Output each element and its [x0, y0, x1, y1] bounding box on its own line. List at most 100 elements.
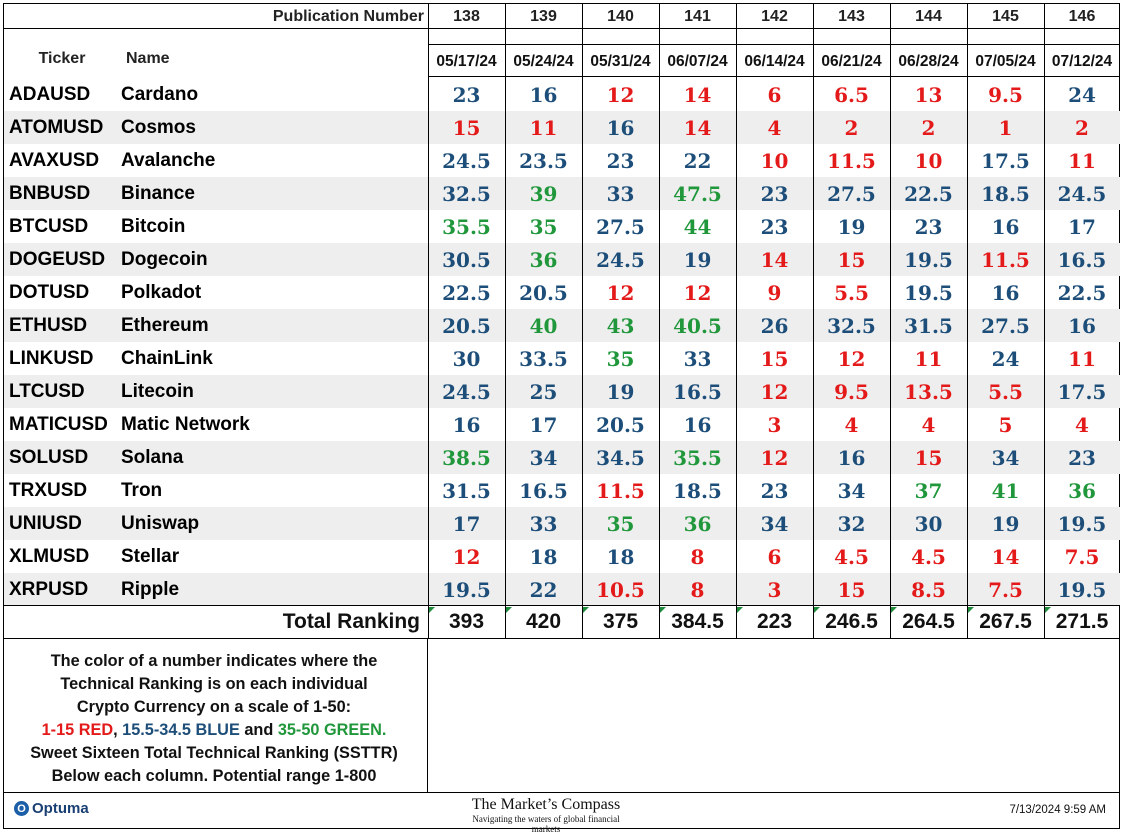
- row-stripe: [4, 375, 1120, 408]
- ranking-value: 37: [914, 478, 943, 503]
- ranking-value: 17.5: [1057, 379, 1107, 404]
- ranking-value: 12: [606, 280, 635, 305]
- ranking-value: 18.5: [673, 478, 722, 503]
- ranking-value: 16: [991, 280, 1020, 305]
- ranking-value: 17.5: [981, 148, 1030, 173]
- total-ranking-label: Total Ranking: [282, 610, 420, 633]
- ranking-value: 12: [606, 82, 635, 107]
- ranking-value: 15: [837, 247, 866, 272]
- column-divider: [428, 4, 429, 638]
- publication-number: 138: [453, 8, 480, 25]
- ranking-value: 5.5: [834, 280, 869, 305]
- ranking-value: 6.5: [834, 82, 869, 107]
- ranking-value: 40: [529, 313, 558, 338]
- ranking-value: 34: [837, 478, 866, 503]
- table-rule: [4, 638, 1120, 639]
- green-range-label: 35-50 GREEN.: [277, 721, 387, 739]
- ranking-value: 17: [1068, 214, 1096, 239]
- ticker-cell: XRPUSD: [9, 578, 89, 600]
- ranking-value: 16.5: [673, 379, 722, 404]
- blue-range-label: 15.5-34.5 BLUE: [122, 721, 240, 739]
- ranking-value: 34: [760, 511, 789, 536]
- ranking-value: 2: [844, 115, 859, 140]
- publication-number: 144: [915, 8, 942, 25]
- ranking-value: 15: [914, 445, 943, 470]
- ranking-value: 15: [452, 115, 481, 140]
- ranking-value: 30: [914, 511, 943, 536]
- ranking-value: 10.5: [596, 577, 645, 602]
- name-cell: Ripple: [121, 578, 180, 600]
- ranking-value: 11: [1068, 148, 1096, 173]
- column-divider: [582, 4, 583, 638]
- ranking-value: 24.5: [442, 148, 491, 173]
- publication-date: 06/28/24: [898, 53, 959, 70]
- ranking-value: 4: [921, 412, 936, 437]
- ranking-value: 33: [606, 181, 635, 206]
- separator-text: and: [239, 721, 278, 739]
- optuma-logo-icon: O: [14, 801, 29, 816]
- ranking-value: 8: [690, 577, 705, 602]
- ranking-value: 16: [991, 214, 1020, 239]
- ticker-cell: DOGEUSD: [9, 248, 106, 270]
- ranking-value: 35: [529, 214, 558, 239]
- ticker-cell: LTCUSD: [9, 380, 85, 402]
- separator-text: ,: [113, 721, 123, 739]
- row-stripe: [4, 309, 1120, 342]
- row-stripe: [4, 573, 1120, 606]
- ranking-value: 41: [991, 478, 1020, 503]
- ranking-value: 3: [767, 577, 782, 602]
- ranking-value: 23: [1068, 445, 1096, 470]
- ticker-cell: AVAXUSD: [9, 149, 100, 171]
- publication-number: 146: [1068, 8, 1096, 25]
- ranking-value: 35.5: [673, 445, 722, 470]
- ranking-value: 17: [452, 511, 481, 536]
- ranking-value: 16.5: [519, 478, 568, 503]
- column-divider: [967, 4, 968, 638]
- ranking-value: 36: [529, 247, 558, 272]
- ranking-value: 4: [844, 412, 859, 437]
- publication-number: 141: [684, 8, 711, 25]
- ticker-cell: LINKUSD: [9, 347, 94, 369]
- name-cell: Avalanche: [121, 149, 216, 171]
- total-ranking-value: 267.5: [979, 610, 1032, 633]
- ranking-value: 22.5: [1057, 280, 1107, 305]
- name-cell: Litecoin: [121, 380, 194, 402]
- note-divider: [427, 638, 428, 792]
- red-range-label: 1-15 RED: [41, 721, 114, 739]
- ranking-value: 8: [690, 544, 705, 569]
- ranking-value: 32.5: [442, 181, 491, 206]
- ranking-value: 27.5: [981, 313, 1030, 338]
- ranking-value: 44: [683, 214, 712, 239]
- name-cell: Stellar: [121, 545, 180, 567]
- ranking-value: 14: [991, 544, 1020, 569]
- ranking-value: 11.5: [596, 478, 645, 503]
- ranking-value: 38.5: [442, 445, 491, 470]
- ticker-cell: TRXUSD: [9, 479, 88, 501]
- ranking-value: 19: [991, 511, 1020, 536]
- ranking-value: 13: [914, 82, 943, 107]
- market-compass-brand: The Market’s Compass Navigating the wate…: [458, 796, 634, 834]
- column-divider: [736, 4, 737, 638]
- ticker-cell: XLMUSD: [9, 545, 90, 567]
- publication-date: 06/21/24: [821, 53, 882, 70]
- ticker-cell: ETHUSD: [9, 314, 88, 336]
- ranking-value: 30: [452, 346, 481, 371]
- ranking-value: 18: [529, 544, 558, 569]
- name-cell: ChainLink: [121, 347, 213, 369]
- ranking-value: 19: [606, 379, 635, 404]
- ranking-value: 16: [529, 82, 558, 107]
- ranking-value: 1: [998, 115, 1013, 140]
- ranking-value: 32.5: [827, 313, 876, 338]
- ranking-value: 19.5: [1057, 511, 1107, 536]
- publication-date: 07/12/24: [1051, 53, 1113, 70]
- ranking-value: 11: [529, 115, 558, 140]
- ranking-value: 9: [767, 280, 782, 305]
- row-stripe: [4, 111, 1120, 144]
- total-cell-marker: [737, 607, 743, 613]
- ranking-value: 10: [760, 148, 789, 173]
- ranking-value: 26: [760, 313, 789, 338]
- ranking-value: 31.5: [904, 313, 953, 338]
- note-line: Sweet Sixteen Total Technical Ranking (S…: [30, 744, 398, 762]
- ranking-value: 4: [767, 115, 782, 140]
- ticker-cell: MATICUSD: [9, 413, 108, 435]
